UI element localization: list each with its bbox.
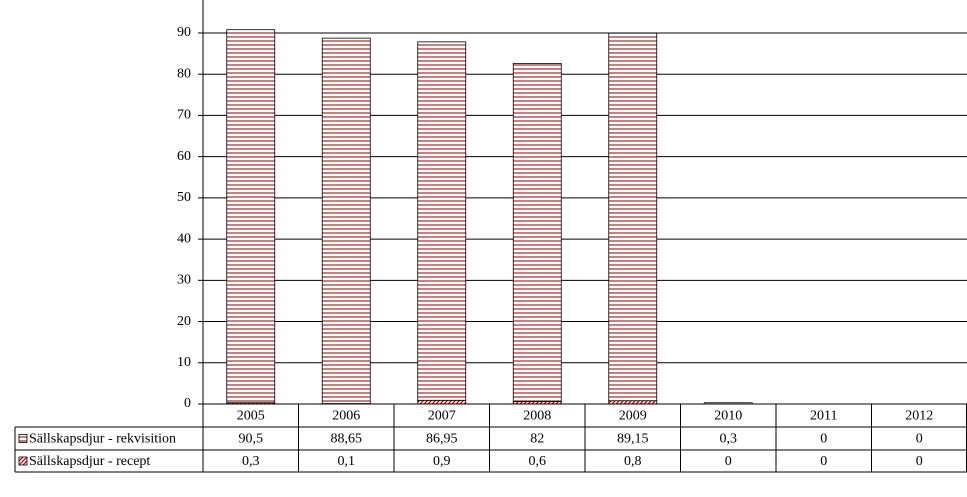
table-value: 0,3 xyxy=(720,432,738,447)
legend-label: Sällskapsdjur - recept xyxy=(29,454,150,469)
bar-segment xyxy=(321,37,371,404)
y-tick-label: 0 xyxy=(184,396,191,411)
x-tick-label: 2007 xyxy=(428,409,456,424)
y-tick-label: 40 xyxy=(177,231,191,246)
y-tick-label: 10 xyxy=(177,355,191,370)
table-value: 0 xyxy=(820,432,827,447)
x-tick-label: 2008 xyxy=(523,409,551,424)
table-value: 82 xyxy=(530,432,544,447)
y-tick-label: 60 xyxy=(177,149,191,164)
table-value: 0 xyxy=(725,454,732,469)
x-tick-label: 2005 xyxy=(237,409,265,424)
table-value: 0,8 xyxy=(624,454,642,469)
y-tick-label: 70 xyxy=(177,108,191,123)
legend-swatch xyxy=(18,434,28,443)
x-tick-label: 2012 xyxy=(905,409,933,424)
x-tick-label: 2009 xyxy=(619,409,647,424)
y-tick-label: 50 xyxy=(177,190,191,205)
y-tick-label: 80 xyxy=(177,66,191,81)
bar-segment xyxy=(512,63,562,402)
legend-swatch xyxy=(18,456,28,466)
bar-segment xyxy=(417,399,467,405)
legend-label: Sällskapsdjur - rekvisition xyxy=(29,432,176,447)
table-value: 0,6 xyxy=(529,454,547,469)
table-value: 88,65 xyxy=(331,432,363,447)
table-value: 0 xyxy=(820,454,827,469)
bar-segment xyxy=(226,29,276,404)
table-value: 86,95 xyxy=(426,432,458,447)
x-tick-label: 2011 xyxy=(810,409,837,424)
table-value: 90,5 xyxy=(239,432,264,447)
table-value: 0 xyxy=(916,432,923,447)
y-tick-label: 20 xyxy=(177,314,191,329)
bar-segment xyxy=(417,41,467,401)
table-value: 0,3 xyxy=(242,454,260,469)
table-value: 0 xyxy=(916,454,923,469)
table-value: 0,1 xyxy=(338,454,356,469)
x-tick-label: 2010 xyxy=(714,409,742,424)
table-value: 89,15 xyxy=(617,432,649,447)
y-tick-label: 90 xyxy=(177,25,191,40)
x-tick-label: 2006 xyxy=(332,409,360,424)
table-value: 0,9 xyxy=(433,454,451,469)
y-tick-label: 30 xyxy=(177,273,191,288)
bar-segment xyxy=(608,32,658,402)
